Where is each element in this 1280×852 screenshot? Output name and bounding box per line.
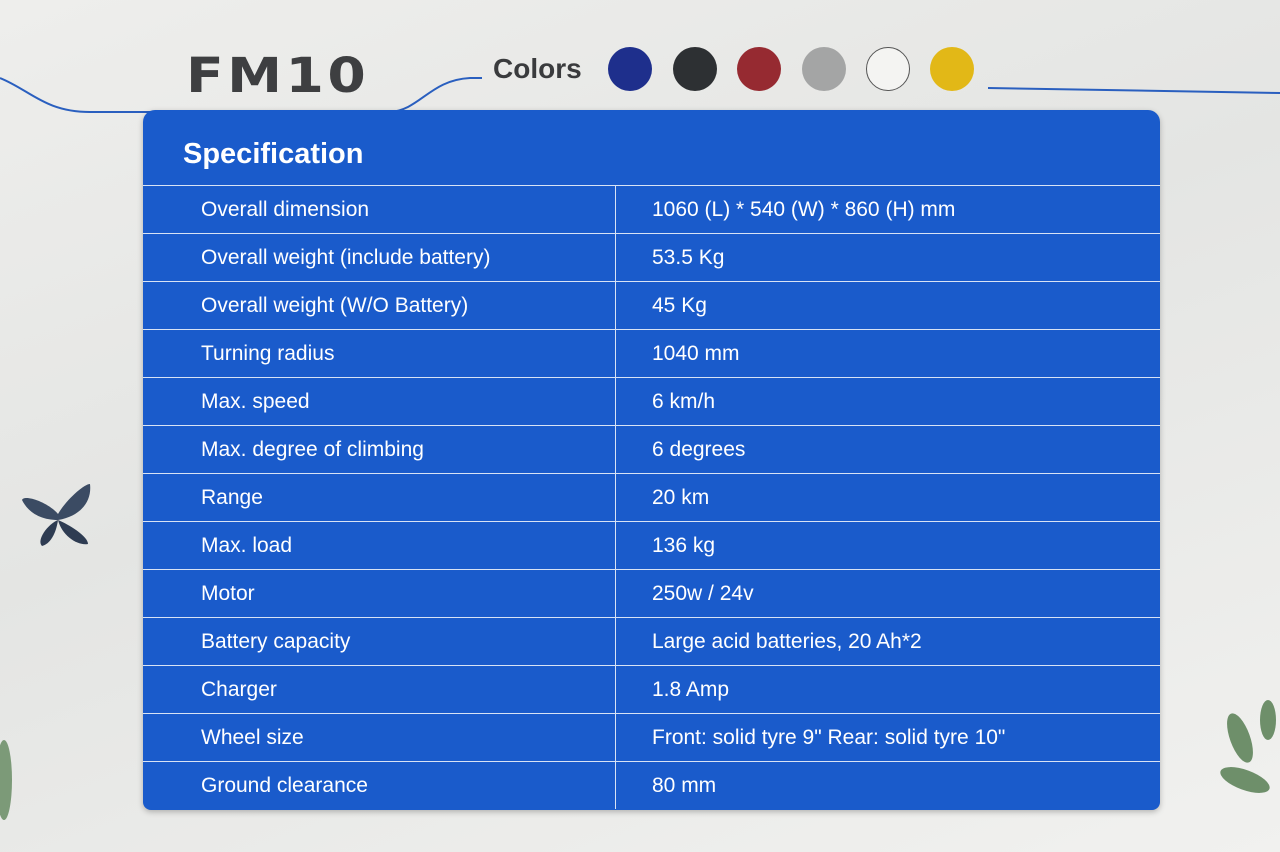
spec-value: 1060 (L) * 540 (W) * 860 (H) mm (615, 185, 1160, 234)
color-swatch[interactable] (866, 47, 910, 91)
spec-row: Motor 250w / 24v (143, 569, 1160, 618)
spec-value: 80 mm (615, 761, 1160, 809)
spec-value: Front: solid tyre 9" Rear: solid tyre 10… (615, 713, 1160, 762)
spec-row: Max. degree of climbing 6 degrees (143, 425, 1160, 474)
spec-value: 1040 mm (615, 329, 1160, 378)
spec-row: Ground clearance 80 mm (143, 761, 1160, 809)
spec-label: Range (143, 473, 616, 522)
color-swatch[interactable] (802, 47, 846, 91)
color-swatch[interactable] (737, 47, 781, 91)
leaves (0, 700, 1276, 820)
spec-row: Max. speed 6 km/h (143, 377, 1160, 426)
spec-label: Overall dimension (143, 185, 616, 234)
spec-label: Overall weight (W/O Battery) (143, 281, 616, 330)
spec-row: Max. load 136 kg (143, 521, 1160, 570)
accent-line (987, 87, 1280, 94)
spec-row: Overall weight (include battery) 53.5 Kg (143, 233, 1160, 282)
spec-panel: Specification Overall dimension 1060 (L) … (143, 110, 1160, 810)
spec-value: 20 km (615, 473, 1160, 522)
spec-label: Ground clearance (143, 761, 616, 809)
spec-value: 1.8 Amp (615, 665, 1160, 714)
spec-label: Charger (143, 665, 616, 714)
color-swatch[interactable] (673, 47, 717, 91)
spec-value: 250w / 24v (615, 569, 1160, 618)
butterfly (22, 484, 91, 546)
spec-label: Max. degree of climbing (143, 425, 616, 474)
spec-title: Specification (183, 138, 364, 170)
spec-row: Charger 1.8 Amp (143, 665, 1160, 714)
spec-label: Max. speed (143, 377, 616, 426)
spec-value: 6 degrees (615, 425, 1160, 474)
spec-row: Range 20 km (143, 473, 1160, 522)
spec-row: Overall dimension 1060 (L) * 540 (W) * 86… (143, 185, 1160, 234)
spec-value: Large acid batteries, 20 Ah*2 (615, 617, 1160, 666)
spec-value: 136 kg (615, 521, 1160, 570)
spec-row: Turning radius 1040 mm (143, 329, 1160, 378)
spec-label: Turning radius (143, 329, 616, 378)
spec-value: 53.5 Kg (615, 233, 1160, 282)
spec-label: Battery capacity (143, 617, 616, 666)
spec-label: Wheel size (143, 713, 616, 762)
spec-label: Motor (143, 569, 616, 618)
spec-label: Overall weight (include battery) (143, 233, 616, 282)
color-swatch[interactable] (608, 47, 652, 91)
spec-row: Battery capacity Large acid batteries, 20… (143, 617, 1160, 666)
spec-row: Overall weight (W/O Battery) 45 Kg (143, 281, 1160, 330)
colors-label: Colors (493, 53, 582, 84)
spec-label: Max. load (143, 521, 616, 570)
color-swatch[interactable] (930, 47, 974, 91)
spec-value: 45 Kg (615, 281, 1160, 330)
spec-table: Overall dimension 1060 (L) * 540 (W) * 86… (143, 185, 1160, 809)
spec-value: 6 km/h (615, 377, 1160, 426)
model-name: FM10 (186, 48, 370, 104)
spec-row: Wheel size Front: solid tyre 9" Rear: sol… (143, 713, 1160, 762)
